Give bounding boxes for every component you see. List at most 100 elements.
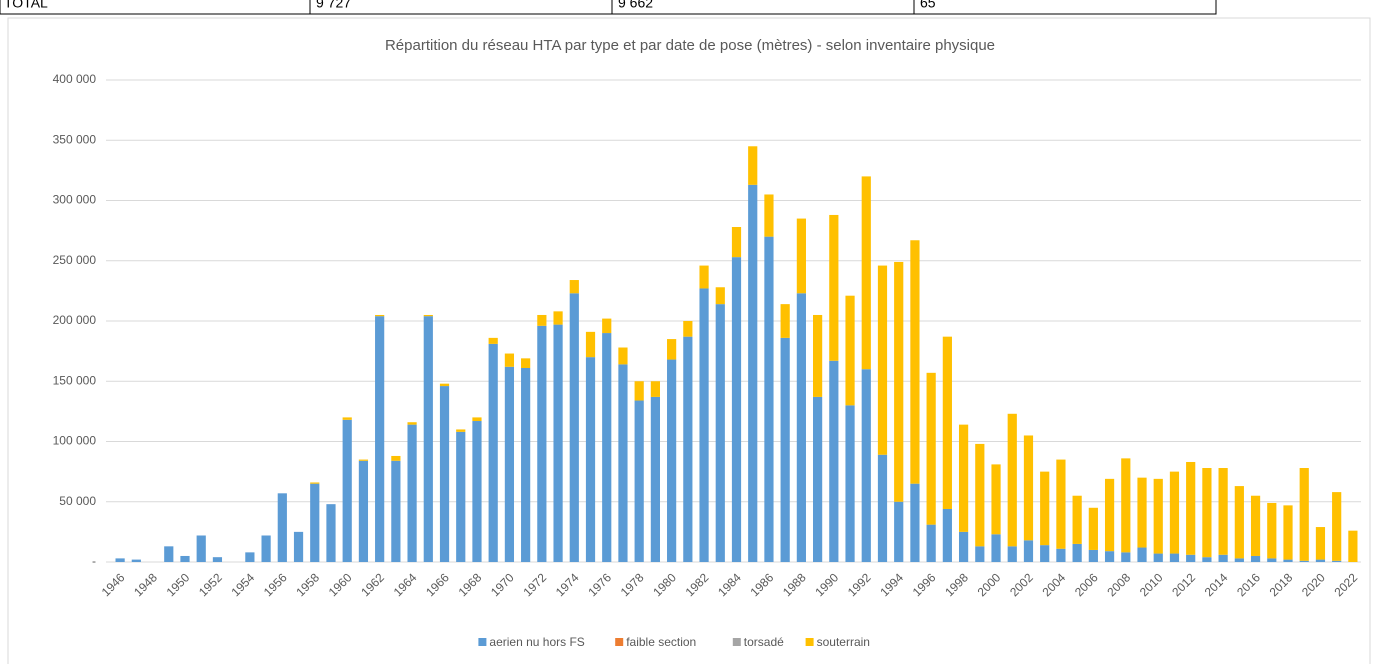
bar-segment [1348, 530, 1358, 562]
bar-segment [1332, 492, 1342, 561]
x-tick-label: 1974 [553, 570, 582, 599]
x-tick-label: 1952 [196, 570, 225, 599]
bar-segment [504, 366, 515, 562]
bar-segment [1153, 478, 1163, 554]
bar-segment [423, 314, 433, 317]
bar-segment [261, 535, 271, 562]
bar-segment [1169, 553, 1180, 562]
bar-segment [748, 146, 758, 185]
bar-segment [310, 483, 320, 562]
bar-segment [407, 424, 417, 562]
bar-segment [683, 336, 693, 562]
bar-segment [358, 460, 369, 562]
bar-segment [958, 424, 969, 532]
legend-swatch [615, 638, 624, 646]
bar-segment [1299, 560, 1309, 562]
x-tick-label: 1962 [358, 570, 387, 599]
bar-segment [796, 293, 806, 562]
x-tick-label: 1948 [131, 570, 160, 599]
table: TOTAL 9 727 9 662 65 [0, 0, 1217, 15]
x-tick-label: 1996 [910, 570, 939, 599]
x-tick-label: 1972 [520, 570, 549, 599]
bar-segment [1121, 458, 1131, 553]
legend-swatch [478, 638, 487, 646]
bar-segment [910, 483, 920, 562]
bar-segment [553, 324, 563, 562]
y-tick-label: 250 000 [53, 253, 97, 267]
bar-segment [1040, 471, 1050, 546]
bar-segment [683, 321, 693, 337]
bar-segment [650, 381, 660, 397]
legend-swatch [732, 638, 741, 646]
bar-segment [131, 559, 141, 562]
y-tick-label: 150 000 [53, 373, 97, 387]
bar-segment [845, 405, 855, 562]
x-tick-label: 1950 [164, 570, 193, 599]
chart-border [7, 17, 1371, 669]
bar-segment [1332, 560, 1342, 562]
bar-segment [813, 396, 823, 562]
legend-label: torsadé [744, 635, 784, 649]
bar-segment [780, 337, 790, 562]
bar-segment [1218, 554, 1228, 562]
table-cell: TOTAL [4, 0, 48, 11]
bar-segment [975, 546, 985, 562]
bar-segment [942, 508, 952, 562]
x-tick-label: 1960 [326, 570, 355, 599]
x-tick-label: 2022 [1331, 570, 1360, 599]
x-tick-label: 2006 [1072, 570, 1101, 599]
y-tick-label: 200 000 [53, 313, 97, 327]
bar-segment [585, 357, 596, 562]
bar-segment [472, 421, 482, 562]
bar-segment [618, 347, 628, 365]
bar-segment [358, 459, 369, 461]
bar-segment [1072, 495, 1082, 544]
bar-segment [1137, 547, 1147, 562]
x-tick-label: 2018 [1267, 570, 1296, 599]
table-border [0, 0, 1217, 15]
x-tick-label: 2020 [1299, 570, 1328, 599]
bar-segment [958, 531, 969, 562]
x-tick-label: 1988 [780, 570, 809, 599]
x-tick-label: 2002 [1007, 570, 1036, 599]
bar-segment [456, 431, 466, 562]
bar-segment [602, 318, 612, 334]
bar-segment [1250, 495, 1261, 556]
bar-segment [813, 314, 823, 397]
bar-segment [699, 288, 709, 562]
y-tick-label: 350 000 [53, 132, 97, 146]
x-tick-label: 1956 [261, 570, 290, 599]
x-tick-label: 1954 [228, 570, 257, 599]
bar-segment [342, 417, 352, 420]
bar-segment [764, 194, 774, 237]
bar-segment [180, 555, 190, 562]
x-tick-label: 2010 [1137, 570, 1166, 599]
bar-segment [991, 534, 1001, 562]
bar-segment [1121, 552, 1131, 562]
bar-segment [829, 360, 839, 562]
bar-segment [877, 265, 888, 455]
bar-segment [991, 464, 1001, 535]
bar-segment [1169, 471, 1180, 554]
chart-title: Répartition du réseau HTA par type et pa… [385, 37, 995, 54]
bar-segment [650, 396, 660, 562]
bar-segment [1088, 549, 1098, 562]
x-tick-label: 1980 [650, 570, 679, 599]
bar-segment [504, 353, 515, 367]
bar-segment [877, 454, 888, 562]
bar-segment [1023, 435, 1034, 541]
bar-segment [634, 400, 644, 562]
legend-label: aerien nu hors FS [489, 635, 584, 649]
bar-segment [1007, 546, 1017, 562]
bar-segment [439, 386, 450, 562]
x-tick-label: 2012 [1169, 570, 1198, 599]
bar-segment [1315, 559, 1326, 562]
bar-segment [1218, 468, 1228, 555]
bar-segment [391, 455, 401, 461]
x-tick-label: 1968 [456, 570, 485, 599]
x-tick-label: 1990 [812, 570, 841, 599]
bar-segment [1007, 413, 1017, 547]
bar-segment [342, 419, 352, 562]
bar-segment [115, 558, 125, 562]
table-cell: 9 662 [618, 0, 653, 11]
